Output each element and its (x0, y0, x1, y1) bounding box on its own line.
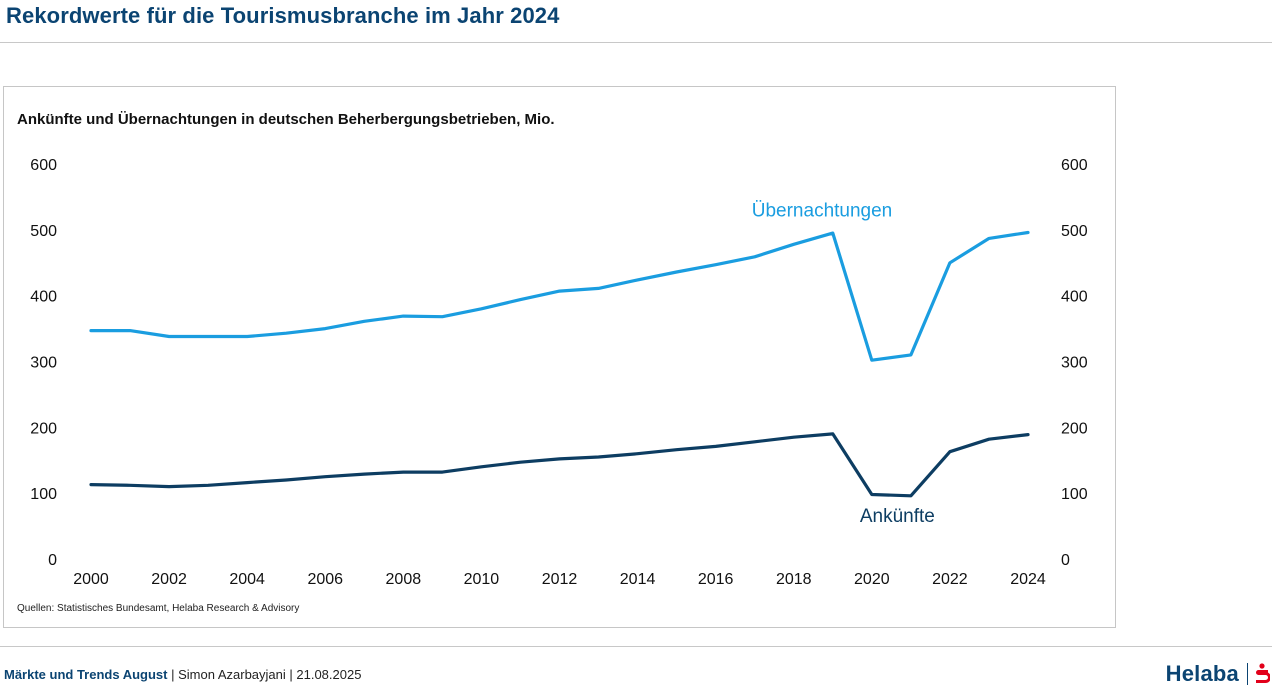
footer-divider (0, 646, 1272, 647)
series-lines (91, 232, 1028, 495)
y-tick-label-left: 500 (30, 223, 57, 240)
x-tick-label: 2010 (464, 571, 500, 588)
footer-separator: | (286, 667, 297, 682)
y-tick-label-left: 100 (30, 486, 57, 503)
sparkasse-s-icon (1254, 663, 1270, 685)
x-tick-label: 2016 (698, 571, 734, 588)
y-tick-label-left: 600 (30, 157, 57, 174)
x-tick-label: 2024 (1010, 571, 1046, 588)
y-axis-right: 0 100 200 300 400 500 600 (1061, 157, 1088, 569)
x-tick-label: 2022 (932, 571, 968, 588)
footer-publication: Märkte und Trends August (4, 667, 167, 682)
x-tick-label: 2020 (854, 571, 890, 588)
series-label-uebernachtungen: Übernachtungen (752, 200, 893, 221)
x-tick-label: 2002 (151, 571, 187, 588)
x-tick-label: 2014 (620, 571, 656, 588)
footer: Märkte und Trends August | Simon Azarbay… (4, 667, 361, 682)
line-chart: Ankünfte und Übernachtungen in deutschen… (4, 87, 1115, 627)
y-tick-label-left: 300 (30, 355, 57, 372)
chart-panel: Ankünfte und Übernachtungen in deutschen… (3, 86, 1116, 628)
y-tick-label-right: 100 (1061, 486, 1088, 503)
chart-title: Ankünfte und Übernachtungen in deutschen… (17, 111, 555, 128)
y-tick-label-right: 0 (1061, 552, 1070, 569)
x-tick-label: 2008 (386, 571, 422, 588)
y-tick-label-right: 600 (1061, 157, 1088, 174)
series-label-ankuenfte: Ankünfte (860, 506, 935, 527)
footer-author: Simon Azarbayjani (178, 667, 286, 682)
brand-name: Helaba (1166, 661, 1239, 687)
x-tick-label: 2004 (229, 571, 265, 588)
x-tick-label: 2000 (73, 571, 109, 588)
x-axis: 2000 2002 2004 2006 2008 2010 2012 2014 2016 2018… (73, 571, 1046, 588)
series-line-uebernachtungen (91, 233, 1028, 361)
y-tick-label-left: 400 (30, 289, 57, 306)
chart-source: Quellen: Statistisches Bundesamt, Helaba… (17, 603, 299, 614)
y-tick-label-right: 300 (1061, 355, 1088, 372)
y-tick-label-left: 0 (48, 552, 57, 569)
series-line-ankuenfte (91, 434, 1028, 496)
header-divider (0, 42, 1272, 43)
footer-date: 21.08.2025 (296, 667, 361, 682)
y-tick-label-right: 200 (1061, 420, 1088, 437)
y-axis-left: 0 100 200 300 400 500 600 (30, 157, 57, 569)
y-tick-label-right: 500 (1061, 223, 1088, 240)
brand-logo: Helaba (1166, 660, 1270, 688)
x-tick-label: 2006 (307, 571, 343, 588)
y-tick-label-right: 400 (1061, 289, 1088, 306)
brand-divider (1247, 663, 1248, 685)
x-tick-label: 2012 (542, 571, 578, 588)
footer-separator: | (167, 667, 178, 682)
y-tick-label-left: 200 (30, 420, 57, 437)
x-tick-label: 2018 (776, 571, 812, 588)
page-title: Rekordwerte für die Tourismusbranche im … (6, 3, 559, 29)
